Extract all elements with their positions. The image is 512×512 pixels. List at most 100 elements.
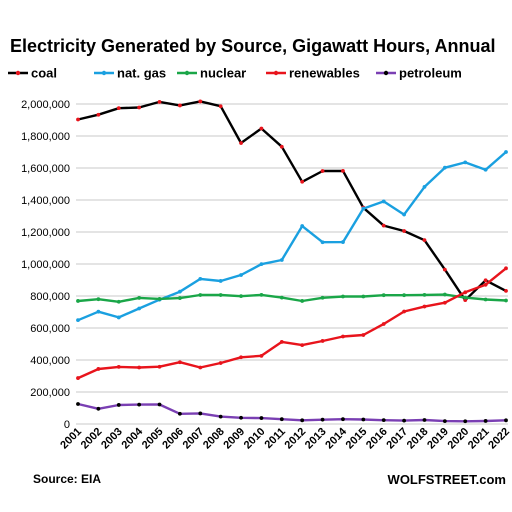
data-point [422,418,427,422]
x-tick-label: 2012 [283,426,309,452]
data-point [402,212,406,217]
y-axis: 0 200,000 400,000 600,000 800,000 1,000,000 1,… [21,99,70,431]
legend-label: coal [31,66,57,81]
x-tick-label: 2008 [201,426,227,452]
data-point [157,296,162,301]
series-line [77,402,507,423]
legend-item: renewables [266,66,360,81]
data-point [239,273,243,277]
data-point [218,361,223,365]
data-point [259,126,264,131]
chart-title: Electricity Generated by Source, Gigawat… [10,36,495,56]
y-tick-label: 200,000 [30,387,70,399]
data-point [76,376,80,380]
legend-label: nuclear [200,66,246,81]
data-point [341,294,345,299]
data-point [279,258,284,262]
gridlines [76,103,508,425]
data-point [116,106,121,111]
data-point [320,417,325,422]
data-point [422,238,427,243]
data-point [361,417,366,422]
data-point [402,309,406,314]
y-tick-label: 0 [64,419,70,431]
data-point [402,229,406,233]
y-tick-label: 600,000 [30,323,70,335]
source-note: Source: EIA [33,472,101,486]
x-tick-label: 2009 [221,426,247,452]
data-point [483,419,488,423]
data-point [198,99,203,104]
data-point [218,104,223,109]
data-point [361,294,366,299]
y-tick-label: 400,000 [30,355,70,367]
data-point [198,293,203,297]
x-tick-label: 2019 [425,426,451,452]
data-point [442,300,447,305]
data-point [483,167,488,172]
x-tick-label: 2020 [446,426,472,452]
data-point [341,168,345,173]
data-point [361,206,366,211]
data-point [259,292,264,297]
legend: coal nat. gas nuclear renewables petroleum [8,66,462,81]
y-tick-label: 1,600,000 [21,163,70,175]
data-point [279,144,284,149]
series-line [77,100,507,302]
data-point [442,165,447,170]
data-point [259,353,264,358]
data-point [463,419,468,424]
data-point [381,223,386,228]
data-point [504,288,508,293]
x-tick-label: 2007 [181,426,207,452]
brand-label: WOLFSTREET.com [388,472,506,487]
legend-label: petroleum [399,66,462,81]
data-point [239,355,243,360]
series-petroleum [76,402,508,424]
data-point [442,292,447,297]
data-point [137,296,142,300]
data-point [300,179,305,184]
data-point [279,295,284,300]
legend-item: petroleum [376,66,462,81]
y-tick-label: 800,000 [30,291,70,303]
data-point [178,411,182,416]
data-point [259,416,264,420]
data-point [178,296,182,300]
data-point [442,267,447,272]
data-point [137,402,142,407]
data-point [76,117,80,122]
x-tick-label: 2004 [119,425,145,451]
data-point [279,417,284,422]
y-tick-label: 1,800,000 [21,131,70,143]
legend-label: nat. gas [117,66,166,81]
data-point [320,240,325,245]
data-point [361,333,366,337]
data-point [116,315,121,320]
x-tick-label: 2002 [79,426,105,452]
data-point [402,293,406,298]
legend-item: nat. gas [94,66,166,81]
plot-area [76,99,508,424]
data-point [300,224,305,228]
data-point [483,282,488,287]
data-point [157,100,162,104]
data-point [504,150,508,154]
data-point [239,415,243,420]
data-point [239,141,243,145]
data-point [157,402,162,407]
data-point [76,299,80,303]
legend-marker [15,70,21,76]
series-line [77,151,507,322]
y-tick-label: 1,000,000 [21,259,70,271]
data-point [483,278,488,283]
data-point [463,160,468,165]
y-tick-label: 1,400,000 [21,195,70,207]
data-point [116,364,121,369]
data-point [381,322,386,326]
series-line [77,267,507,380]
data-point [198,365,203,370]
x-tick-label: 2021 [466,426,492,452]
series-renewables [76,266,508,380]
data-point [178,360,182,365]
